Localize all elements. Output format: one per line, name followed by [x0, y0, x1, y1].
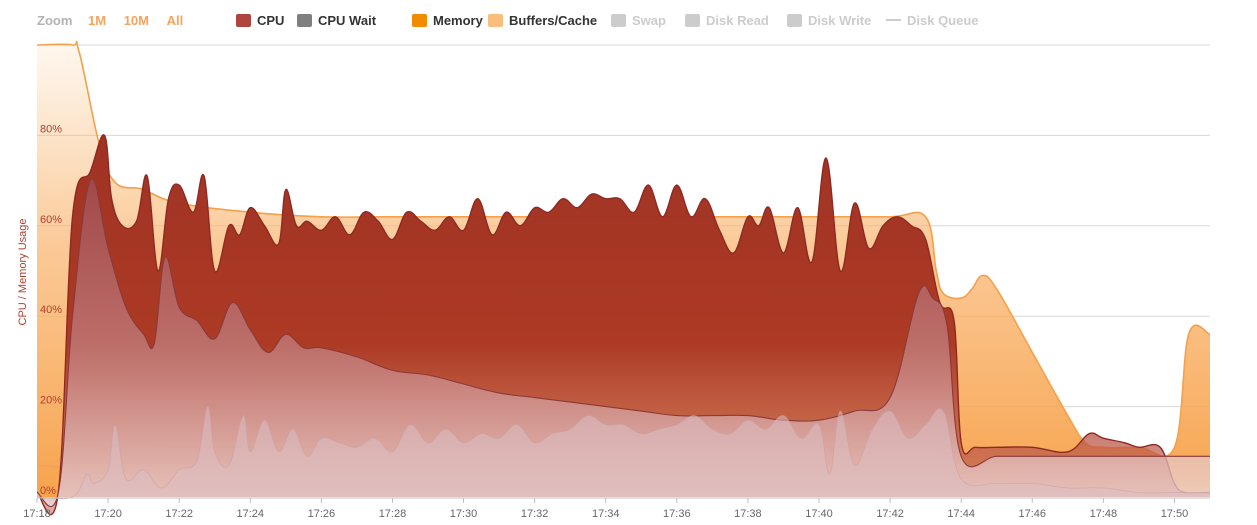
legend-swatch: [297, 14, 312, 27]
legend-swatch: [236, 14, 251, 27]
y-tick-label: 20%: [40, 395, 62, 407]
legend-swatch: [886, 19, 901, 21]
y-tick-label: 0%: [40, 485, 56, 497]
legend-label: Memory: [433, 13, 483, 28]
legend-item-memory[interactable]: Memory: [412, 13, 483, 28]
x-tick-label: 17:32: [521, 508, 549, 520]
legend-item-disk-queue[interactable]: Disk Queue: [886, 13, 979, 28]
legend-item-cpu-wait[interactable]: CPU Wait: [297, 13, 376, 28]
x-tick-label: 17:36: [663, 508, 691, 520]
x-tick-label: 17:50: [1161, 508, 1189, 520]
series-area-cpu-wait-detail: [37, 406, 1210, 499]
zoom-10m-button[interactable]: 10M: [123, 13, 149, 28]
legend-swatch: [611, 14, 626, 27]
series-layer: [36, 40, 1211, 516]
zoom-all-button[interactable]: All: [166, 13, 184, 28]
legend-label: CPU: [257, 13, 285, 28]
x-tick-label: 17:48: [1090, 508, 1118, 520]
legend-item-disk-write[interactable]: Disk Write: [787, 13, 871, 28]
legend-swatch: [685, 14, 700, 27]
legend-label: Disk Write: [808, 13, 872, 28]
legend-label: Buffers/Cache: [509, 13, 598, 28]
zoom-label: Zoom: [37, 13, 73, 28]
legend-item-cpu[interactable]: CPU: [236, 13, 284, 28]
series-line-cpu-wait: [36, 178, 1210, 508]
x-tick-label: 17:26: [308, 508, 336, 520]
legend-item-buffers-cache[interactable]: Buffers/Cache: [488, 13, 597, 28]
x-axis: 17:18 17:20 17:22 17:24 17:26 17:28 17:30 17:32…: [23, 497, 1210, 520]
x-tick-label: 17:18: [23, 508, 51, 520]
y-axis: 0% 20% 40% 60% 80%: [40, 123, 62, 497]
legend-swatch: [787, 14, 802, 27]
series-line-cpu: [36, 134, 1211, 516]
zoom-1m-button[interactable]: 1M: [88, 13, 107, 28]
y-tick-label: 80%: [40, 123, 62, 135]
x-tick-label: 17:40: [805, 508, 833, 520]
x-tick-label: 17:20: [94, 508, 122, 520]
legend-label: Swap: [632, 13, 666, 28]
legend-swatch: [412, 14, 427, 27]
legend-item-swap[interactable]: Swap: [611, 13, 666, 28]
x-tick-label: 17:38: [734, 508, 762, 520]
series-line-cpu-wait-detail: [36, 406, 1210, 500]
x-tick-label: 17:28: [379, 508, 407, 520]
x-tick-label: 17:24: [237, 508, 265, 520]
y-tick-label: 60%: [40, 214, 62, 226]
legend-label: Disk Queue: [907, 13, 979, 28]
y-axis-title: CPU / Memory Usage: [17, 219, 29, 326]
x-tick-label: 17:30: [450, 508, 478, 520]
legend-label: CPU Wait: [318, 13, 377, 28]
chart-toolbar: Zoom 1M 10M All CPU CPU Wait Memory Buffers…: [0, 0, 1257, 40]
zoom-controls: Zoom 1M 10M All: [37, 13, 197, 28]
legend-swatch: [488, 14, 503, 27]
x-tick-label: 17:22: [165, 508, 193, 520]
x-tick-label: 17:42: [876, 508, 904, 520]
x-tick-label: 17:46: [1019, 508, 1047, 520]
series-area-cpu-wait: [37, 178, 1210, 507]
x-tick-label: 17:44: [947, 508, 975, 520]
x-tick-label: 17:34: [592, 508, 620, 520]
legend-item-disk-read[interactable]: Disk Read: [685, 13, 769, 28]
y-tick-label: 40%: [40, 304, 62, 316]
legend-label: Disk Read: [706, 13, 769, 28]
